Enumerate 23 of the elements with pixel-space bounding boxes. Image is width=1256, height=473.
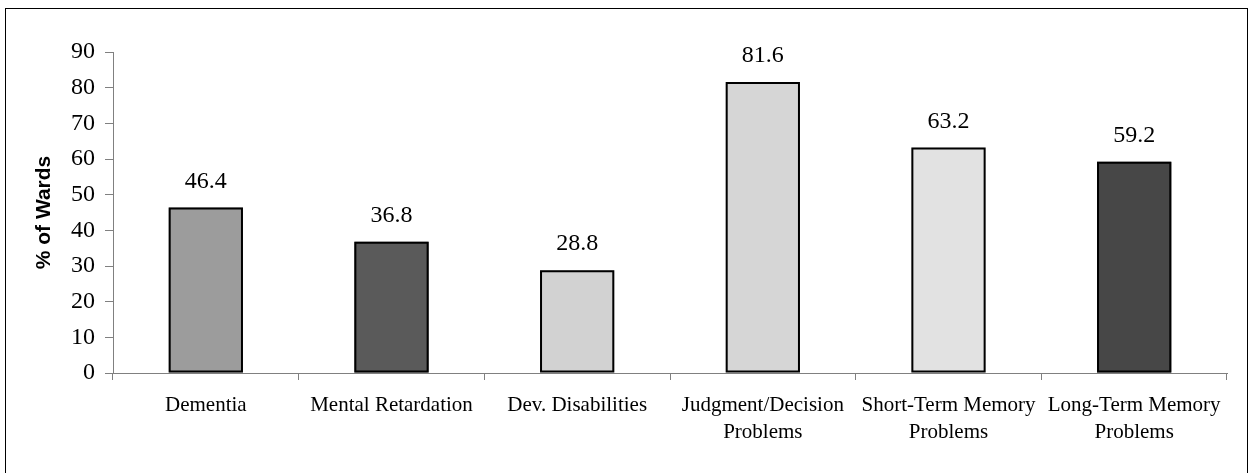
- x-tick-label: Short-Term Memory Problems: [861, 392, 1037, 444]
- data-label: 63.2: [927, 106, 970, 133]
- y-tick-label: 80: [71, 72, 95, 99]
- data-label: 28.8: [556, 229, 599, 256]
- data-label: 46.4: [184, 166, 227, 193]
- y-tick-label: 90: [71, 37, 95, 64]
- x-tick-label: Judgment/Decision Problems: [681, 392, 845, 444]
- y-tick-label: 40: [71, 215, 95, 242]
- y-tick-label: 70: [71, 108, 95, 135]
- y-tick-label: 50: [71, 179, 95, 206]
- y-tick-label: 60: [71, 144, 95, 171]
- y-tick-label: 0: [83, 358, 95, 385]
- x-tick-label: Dev. Disabilities: [507, 392, 648, 417]
- data-label: 59.2: [1113, 120, 1156, 147]
- x-tick-label: Mental Retardation: [310, 392, 474, 417]
- y-axis-title: % of Wards: [31, 155, 55, 270]
- y-tick-label: 30: [71, 251, 95, 278]
- data-label: 81.6: [741, 40, 784, 67]
- data-label: 36.8: [370, 200, 413, 227]
- y-tick-label: 20: [71, 286, 95, 313]
- y-tick-label: 10: [71, 322, 95, 349]
- x-tick-label: Long-Term Memory Problems: [1047, 392, 1222, 444]
- x-tick-label: Dementia: [165, 392, 248, 417]
